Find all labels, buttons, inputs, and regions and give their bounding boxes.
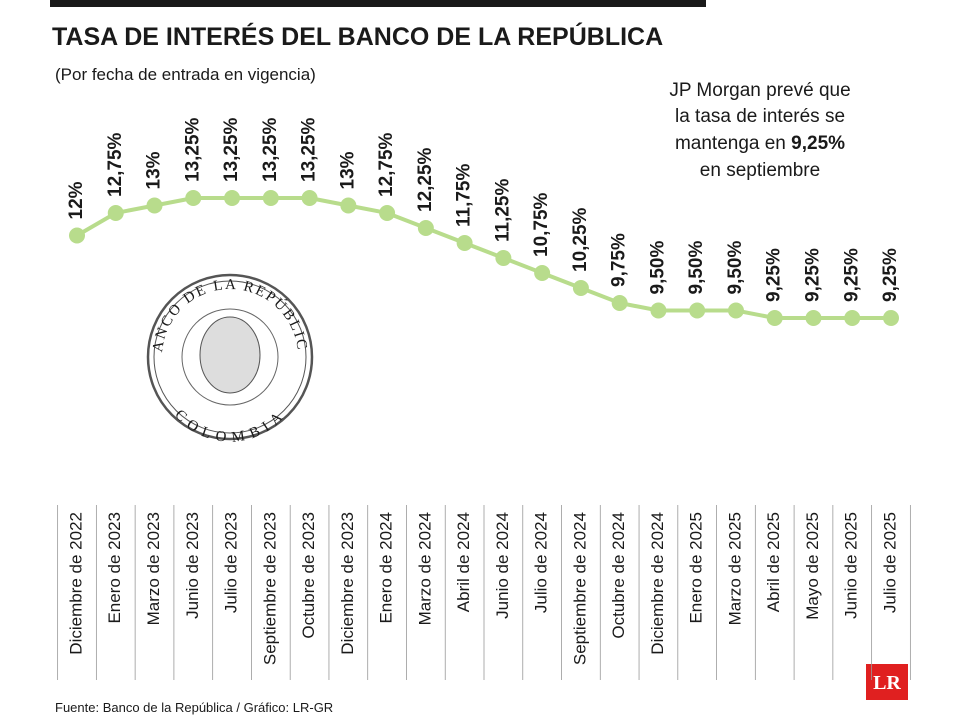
point: [883, 310, 899, 326]
data-label: 9,25%: [802, 248, 823, 302]
x-tick-label: Diciembre de 2022: [66, 512, 85, 655]
data-label: 13,25%: [299, 117, 320, 182]
x-tick-label: Octubre de 2024: [609, 512, 628, 639]
seal-text: COLOMBIA: [171, 407, 288, 446]
x-tick-label: Enero de 2025: [687, 512, 706, 624]
x-tick-label: Diciembre de 2023: [338, 512, 357, 655]
point: [572, 280, 589, 296]
point: [417, 220, 434, 236]
data-label: 10,25%: [570, 207, 591, 272]
point: [340, 197, 357, 214]
data-label: 9,25%: [841, 248, 862, 302]
point: [534, 265, 551, 281]
x-tick-label: Junio de 2025: [842, 512, 861, 619]
point: [650, 302, 667, 319]
seal-ring: [146, 273, 314, 441]
seal-portrait: [199, 316, 261, 394]
x-tick-label: Septiembre de 2023: [260, 512, 279, 665]
seal-bottom: COLOMBIA: [171, 407, 284, 446]
data-label: 13%: [337, 151, 358, 189]
point: [379, 205, 396, 221]
seal-ring: [181, 308, 279, 406]
point: [185, 190, 202, 206]
data-label: 12,75%: [105, 132, 126, 197]
x-tick-label: Abril de 2024: [454, 512, 473, 612]
point: [107, 205, 124, 221]
annotation-highlight: 9,25%: [791, 133, 845, 154]
point: [301, 190, 318, 206]
chart-title: TASA DE INTERÉS DEL BANCO DE LA REPÚBLIC…: [52, 21, 663, 51]
point: [844, 310, 861, 326]
data-label: 13,25%: [182, 117, 203, 182]
data-label: 9,50%: [647, 241, 668, 295]
seal-ring: [153, 280, 307, 434]
data-label: 13,25%: [260, 117, 281, 182]
data-label: 12%: [66, 181, 87, 219]
source: Fuente: Banco de la República / Gráfico:…: [55, 700, 333, 715]
data-label: 10,75%: [531, 192, 552, 257]
point: [611, 295, 628, 311]
data-label: 11,75%: [454, 164, 475, 227]
point: [262, 190, 279, 206]
point: [805, 310, 822, 326]
x-tick-label: Julio de 2025: [880, 512, 899, 613]
data-label: 12,25%: [415, 147, 436, 212]
data-label: 9,50%: [725, 241, 746, 295]
logo-box: [866, 664, 908, 700]
x-tick-label: Diciembre de 2024: [648, 512, 667, 655]
data-label: 13,25%: [221, 117, 242, 182]
point: [224, 190, 241, 206]
point: [727, 302, 744, 319]
annotation: JP Morgan prevé que la tasa de interés s…: [669, 80, 850, 181]
x-tick-label: Octubre de 2023: [299, 512, 318, 639]
annotation-text: mantenga en: [675, 133, 786, 154]
data-label: 13%: [144, 151, 165, 189]
x-tick-label: Julio de 2023: [222, 512, 241, 613]
line: [75, 196, 891, 320]
x-tick-label: Enero de 2024: [377, 512, 396, 624]
x-tick-label: Junio de 2023: [183, 512, 202, 619]
x-tick-label: Junio de 2024: [493, 512, 512, 619]
x-tick-label: Enero de 2023: [105, 512, 124, 624]
x-tick-label: Julio de 2024: [532, 512, 551, 613]
annotation-line: la tasa de interés se: [675, 106, 845, 127]
data-label: 9,50%: [686, 241, 707, 295]
point: [69, 227, 85, 244]
point: [456, 235, 473, 251]
data-label: 11,25%: [492, 179, 513, 242]
data-label: 12,75%: [376, 132, 397, 197]
top-bar: [50, 0, 706, 7]
x-tick-label: Abril de 2025: [764, 512, 783, 612]
annotation-line: en septiembre: [700, 160, 820, 181]
data-label: 9,25%: [880, 248, 901, 302]
logo: LR: [873, 672, 901, 694]
x-tick-label: Marzo de 2024: [415, 512, 434, 625]
annotation-line: JP Morgan prevé que: [669, 80, 850, 101]
subtitle: (Por fecha de entrada en vigencia): [55, 65, 316, 84]
data-label: 9,75%: [609, 233, 630, 287]
point: [766, 310, 783, 326]
x-tick-label: Marzo de 2023: [144, 512, 163, 625]
x-tick-label: Mayo de 2025: [803, 512, 822, 620]
point: [146, 197, 163, 214]
x-tick-label: Marzo de 2025: [725, 512, 744, 625]
point: [495, 250, 512, 266]
x-tick-label: Septiembre de 2024: [570, 512, 589, 665]
point: [689, 302, 706, 319]
data-label: 9,25%: [764, 248, 785, 302]
annotation-line: mantenga en 9,25%: [675, 133, 845, 154]
